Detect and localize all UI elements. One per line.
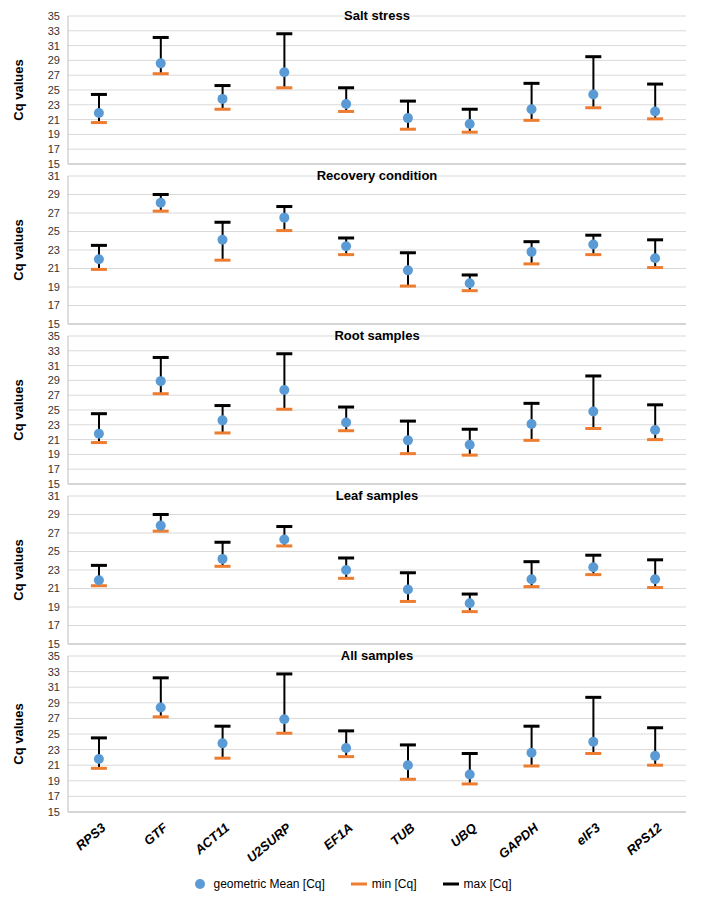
svg-text:Cq values: Cq values [11, 539, 26, 600]
svg-text:25: 25 [48, 404, 60, 416]
svg-text:17: 17 [48, 619, 60, 631]
svg-text:TUB: TUB [387, 820, 417, 849]
svg-text:23: 23 [48, 564, 60, 576]
svg-text:17: 17 [48, 790, 60, 802]
svg-text:25: 25 [48, 84, 60, 96]
svg-text:RPS3: RPS3 [73, 820, 109, 854]
html-text:Leaf samples: Leaf samples [335, 488, 419, 503]
svg-text:33: 33 [48, 25, 60, 37]
svg-text:eIF3: eIF3 [573, 820, 603, 849]
html-text:Recovery condition: Recovery condition [316, 168, 438, 183]
svg-text:19: 19 [48, 601, 60, 613]
svg-text:15: 15 [48, 806, 60, 818]
svg-text:25: 25 [48, 728, 60, 740]
svg-text:23: 23 [48, 419, 60, 431]
html-text:Salt stress: Salt stress [344, 8, 410, 23]
svg-text:EF1A: EF1A [321, 820, 356, 853]
svg-text:17: 17 [48, 463, 60, 475]
svg-text:31: 31 [48, 490, 60, 502]
svg-text:27: 27 [48, 527, 60, 539]
html-text:max [Cq]: max [Cq] [463, 877, 512, 891]
svg-text:27: 27 [48, 69, 60, 81]
svg-text:31: 31 [48, 681, 60, 693]
html-text:geometric Mean [Cq]: geometric Mean [Cq] [213, 877, 325, 891]
svg-text:UBQ: UBQ [448, 820, 480, 850]
svg-text:33: 33 [48, 345, 60, 357]
svg-text:35: 35 [48, 330, 60, 342]
svg-text:Cq values: Cq values [11, 703, 26, 764]
svg-text:17: 17 [48, 299, 60, 311]
svg-text:29: 29 [48, 508, 60, 520]
svg-text:23: 23 [48, 744, 60, 756]
html-text:min [Cq]: min [Cq] [371, 877, 417, 891]
html-text:Root samples: Root samples [334, 328, 420, 343]
svg-text:21: 21 [48, 434, 60, 446]
svg-text:27: 27 [48, 207, 60, 219]
svg-text:31: 31 [48, 40, 60, 52]
svg-text:Cq values: Cq values [11, 219, 26, 280]
html-text:All samples: All samples [340, 648, 414, 663]
svg-text:Cq values: Cq values [11, 59, 26, 120]
svg-text:19: 19 [48, 775, 60, 787]
svg-text:21: 21 [48, 582, 60, 594]
svg-text:29: 29 [48, 697, 60, 709]
svg-text:21: 21 [48, 262, 60, 274]
svg-text:19: 19 [48, 281, 60, 293]
svg-text:35: 35 [48, 650, 60, 662]
svg-text:ACT11: ACT11 [191, 820, 232, 858]
svg-text:27: 27 [48, 389, 60, 401]
svg-text:15: 15 [48, 478, 60, 488]
svg-text:35: 35 [48, 10, 60, 22]
svg-text:27: 27 [48, 712, 60, 724]
svg-text:29: 29 [48, 54, 60, 66]
svg-text:GTF: GTF [141, 819, 171, 848]
svg-text:31: 31 [48, 170, 60, 182]
svg-text:19: 19 [48, 128, 60, 140]
svg-text:23: 23 [48, 244, 60, 256]
svg-text:15: 15 [48, 638, 60, 648]
svg-text:U2SURP: U2SURP [244, 820, 294, 866]
svg-text:21: 21 [48, 114, 60, 126]
svg-text:15: 15 [48, 158, 60, 168]
svg-text:23: 23 [48, 99, 60, 111]
svg-text:25: 25 [48, 225, 60, 237]
svg-text:29: 29 [48, 374, 60, 386]
svg-text:33: 33 [48, 666, 60, 678]
svg-text:RPS12: RPS12 [624, 820, 666, 858]
svg-text:21: 21 [48, 759, 60, 771]
svg-text:17: 17 [48, 143, 60, 155]
svg-text:29: 29 [48, 188, 60, 200]
svg-text:GAPDH: GAPDH [496, 820, 542, 862]
svg-text:31: 31 [48, 360, 60, 372]
svg-text:15: 15 [48, 318, 60, 328]
svg-text:Cq values: Cq values [11, 379, 26, 440]
svg-text:19: 19 [48, 448, 60, 460]
svg-text:25: 25 [48, 545, 60, 557]
